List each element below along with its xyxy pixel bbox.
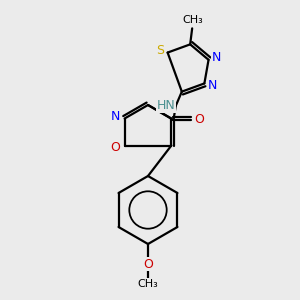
- Text: O: O: [111, 141, 121, 154]
- Text: CH₃: CH₃: [183, 15, 203, 26]
- Text: O: O: [194, 113, 204, 126]
- Text: O: O: [143, 257, 153, 271]
- Text: N: N: [208, 79, 217, 92]
- Text: HN: HN: [157, 99, 175, 112]
- Text: S: S: [157, 44, 165, 57]
- Text: N: N: [212, 51, 221, 64]
- Text: CH₃: CH₃: [138, 279, 158, 289]
- Text: N: N: [111, 110, 120, 123]
